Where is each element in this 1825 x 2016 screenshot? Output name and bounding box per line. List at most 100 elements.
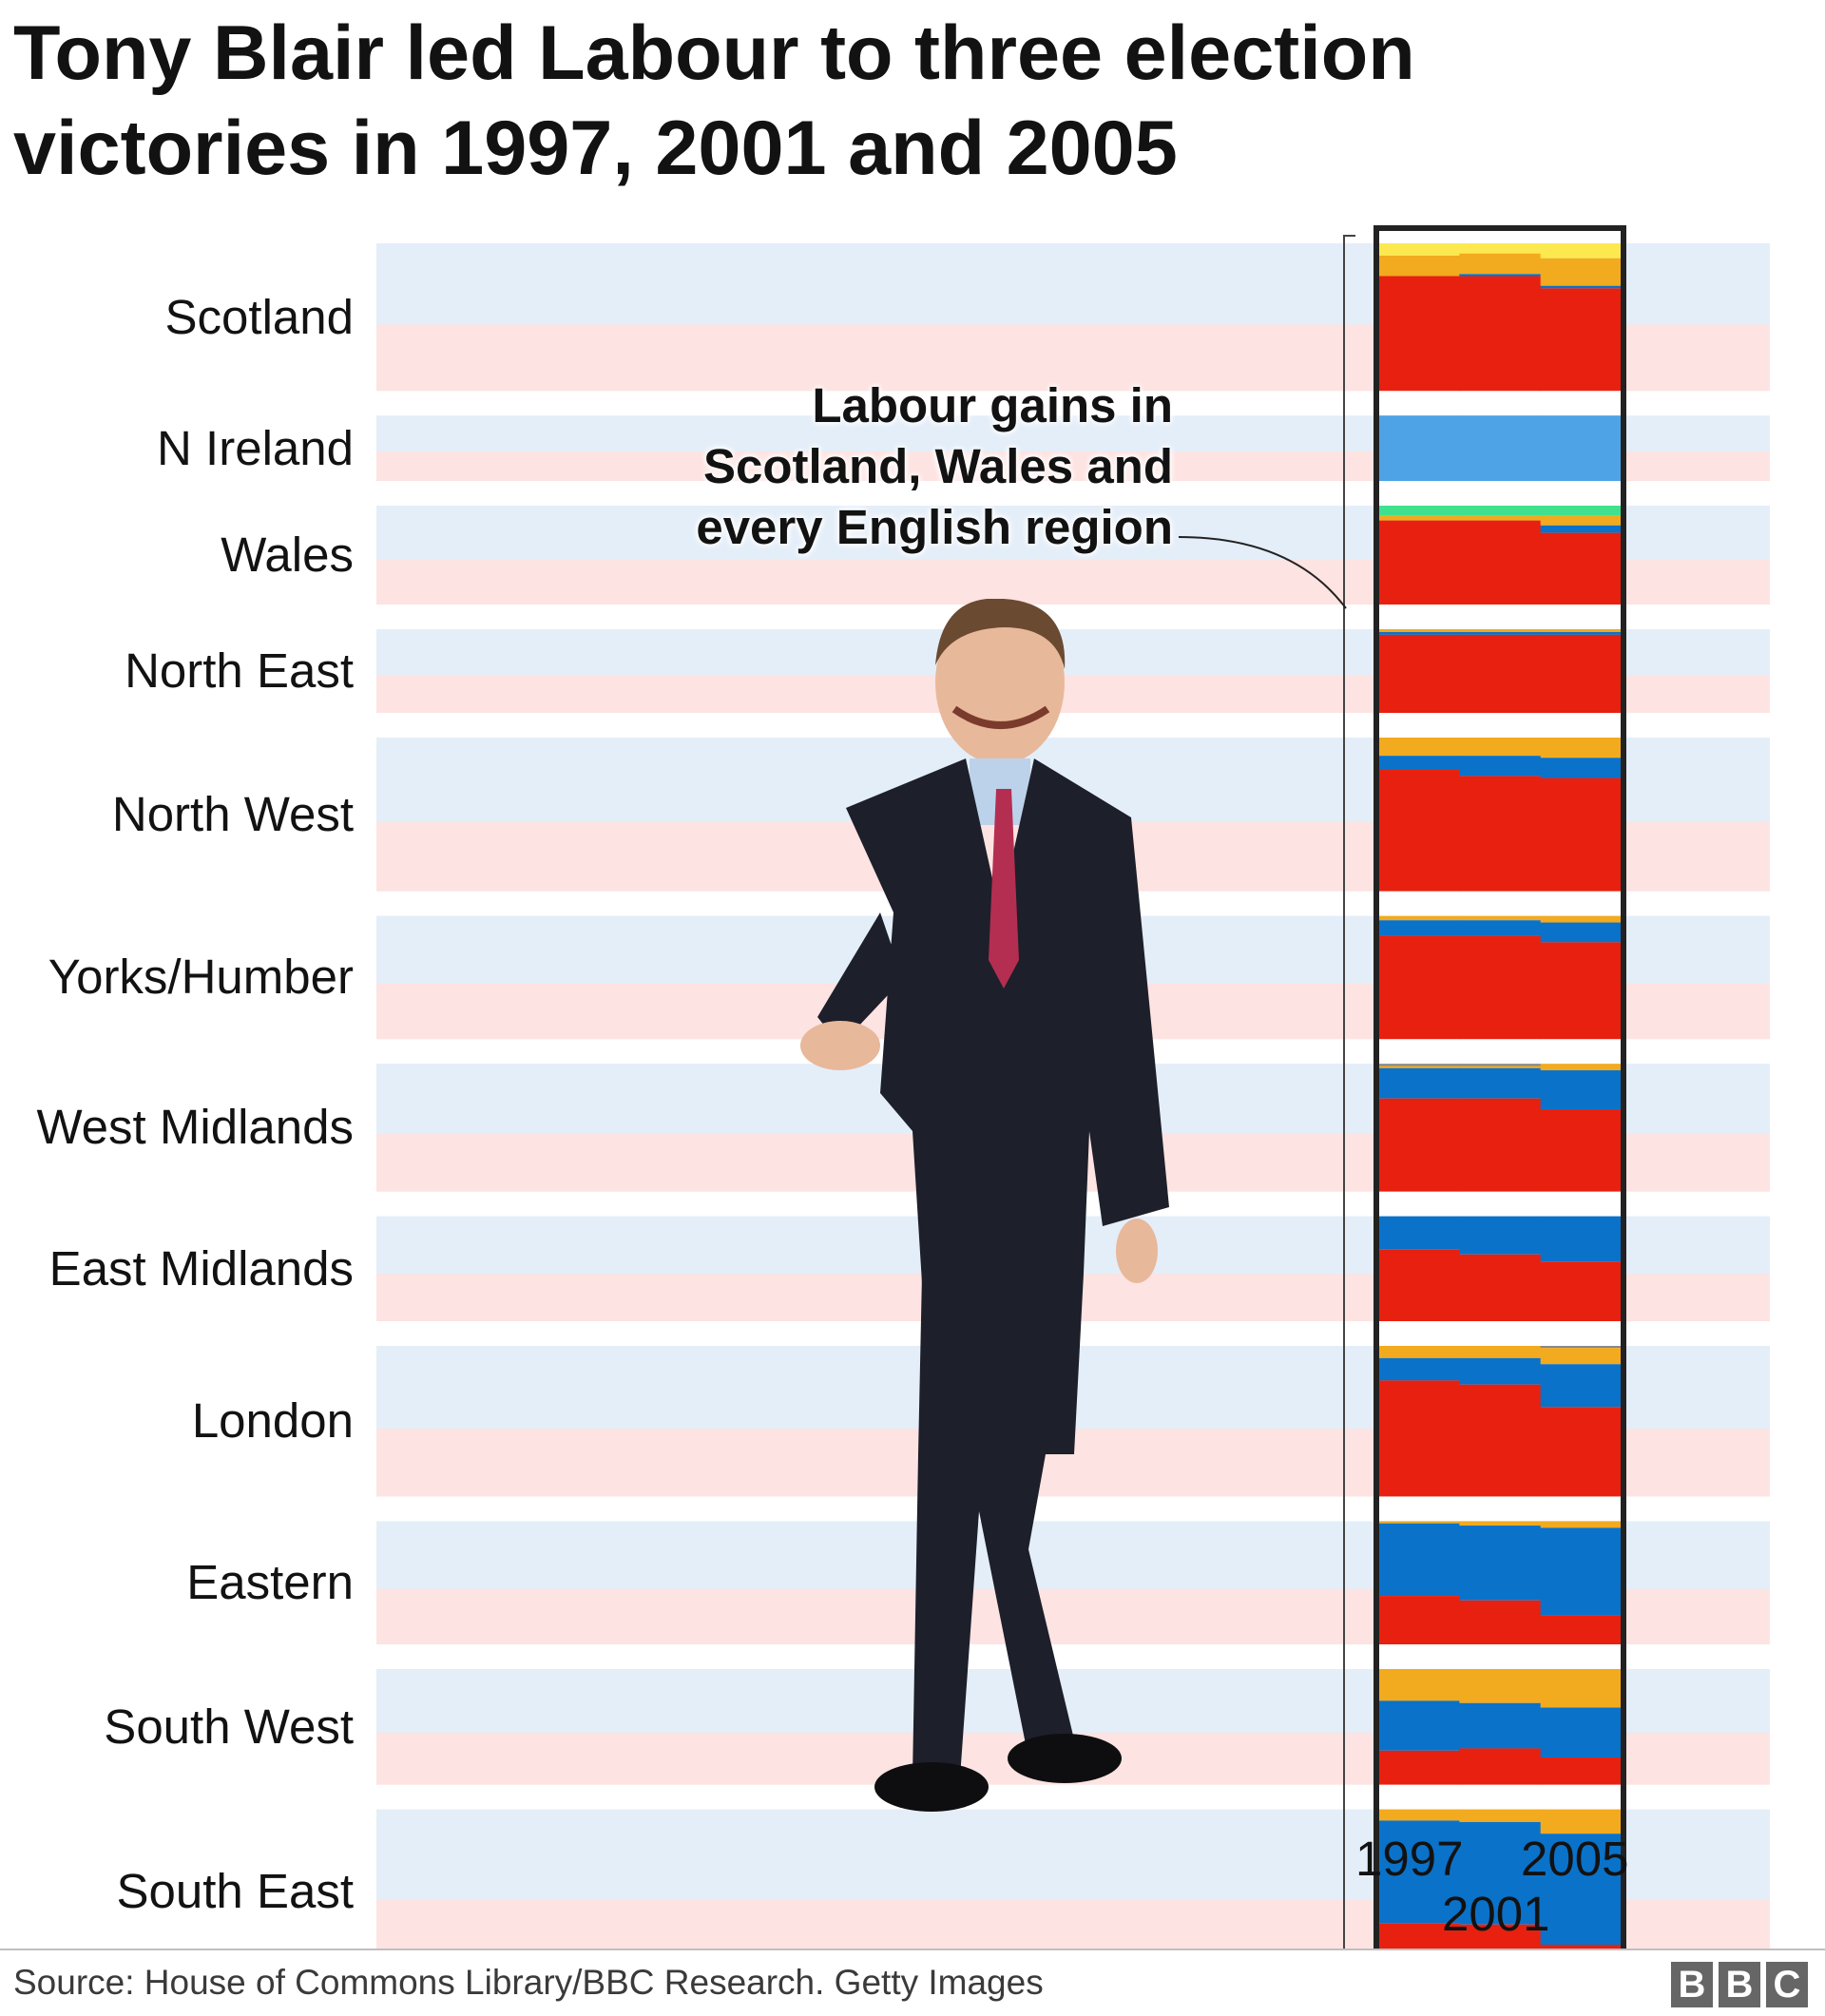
seg-south-east-2005-labour: [1540, 1945, 1623, 1949]
region-label-north-west: North West: [111, 786, 354, 841]
seg-north-west-2001-libdem: [1459, 738, 1542, 757]
seg-scotland-1997-libdem: [1378, 255, 1460, 277]
region-label-n-ireland: N Ireland: [157, 420, 354, 475]
seg-west-midlands-1997-other: [1378, 1064, 1460, 1066]
seg-north-east-1997-libdem: [1378, 629, 1460, 632]
seg-london-2001-conservative: [1459, 1357, 1542, 1385]
seg-east-midlands-2005-labour: [1540, 1261, 1623, 1321]
seg-south-west-2001-libdem: [1459, 1669, 1542, 1703]
tony-blair-photo: [800, 599, 1169, 1812]
seg-north-east-2005-labour: [1540, 634, 1623, 713]
seg-north-west-1997-labour: [1378, 770, 1460, 892]
seg-south-east-2005-conservative: [1540, 1834, 1623, 1945]
seg-south-east-1997-libdem: [1378, 1809, 1460, 1821]
seg-north-east-1997-labour: [1378, 634, 1460, 713]
seg-west-midlands-2005-labour: [1540, 1109, 1623, 1192]
seg-scotland-2001-labour: [1459, 276, 1542, 392]
seg-london-2001-libdem: [1459, 1346, 1542, 1358]
seg-north-west-2001-labour: [1459, 776, 1542, 892]
region-label-scotland: Scotland: [164, 289, 354, 344]
seg-west-midlands-1997-libdem: [1378, 1066, 1460, 1068]
region-label-east-midlands: East Midlands: [48, 1240, 354, 1296]
seg-east-midlands-2001-labour: [1459, 1254, 1542, 1321]
seg-n-ireland-1997-other: [1378, 415, 1460, 481]
bracket: [1343, 235, 1355, 1949]
annotation-leader-line: [1178, 536, 1347, 609]
seg-scotland-1997-labour: [1378, 276, 1460, 392]
seg-wales-2005-other: [1540, 506, 1623, 516]
seg-north-west-2001-conservative: [1459, 756, 1542, 777]
seg-eastern-1997-conservative: [1378, 1523, 1460, 1597]
seg-scotland-2005-libdem: [1540, 258, 1623, 286]
seg-south-west-1997-libdem: [1378, 1669, 1460, 1701]
blair-era-highlight: [1374, 225, 1626, 1949]
region-label-london: London: [191, 1393, 354, 1449]
seg-north-east-2005-libdem: [1540, 629, 1623, 632]
annotation-line-3: every English region: [696, 500, 1173, 554]
seg-eastern-2005-labour: [1540, 1615, 1623, 1644]
chart-title: Tony Blair led Labour to three election …: [13, 10, 1415, 191]
seg-eastern-1997-labour: [1378, 1596, 1460, 1644]
seg-yorks-humber-2005-libdem: [1540, 915, 1623, 923]
highlight-frame: [1374, 225, 1626, 1949]
seg-north-west-1997-libdem: [1378, 738, 1460, 757]
seg-london-2005-libdem: [1540, 1348, 1623, 1365]
seg-london-1997-labour: [1378, 1380, 1460, 1497]
seg-south-east-1997-labour: [1378, 1923, 1460, 1949]
seg-scotland-2005-conservative: [1540, 285, 1623, 289]
seg-wales-1997-labour: [1378, 520, 1460, 605]
seg-west-midlands-2001-other: [1459, 1064, 1542, 1066]
seg-south-west-2005-labour: [1540, 1757, 1623, 1785]
seg-wales-2001-labour: [1459, 520, 1542, 605]
seg-north-west-2005-libdem: [1540, 738, 1623, 758]
seg-london-2001-labour: [1459, 1384, 1542, 1497]
seg-scotland-2001-other: [1459, 243, 1542, 254]
seg-yorks-humber-1997-labour: [1378, 935, 1460, 1040]
x-tick-label-1997: 1997: [1355, 1832, 1464, 1886]
seg-north-east-2005-conservative: [1540, 631, 1623, 635]
seg-west-midlands-1997-labour: [1378, 1098, 1460, 1192]
seg-south-west-2005-libdem: [1540, 1669, 1623, 1708]
seg-south-east-2005-libdem: [1540, 1809, 1623, 1834]
seg-wales-2005-libdem: [1540, 515, 1623, 526]
seg-n-ireland-2005-other: [1540, 415, 1623, 481]
seg-scotland-1997-other: [1378, 243, 1460, 256]
annotation-leader: [1178, 235, 1355, 1949]
annotation-text: Labour gains in Scotland, Wales and ever…: [565, 375, 1173, 558]
seg-south-west-1997-labour: [1378, 1750, 1460, 1785]
seg-london-2005-conservative: [1540, 1364, 1623, 1408]
seg-eastern-2005-conservative: [1540, 1527, 1623, 1616]
seg-south-west-2005-conservative: [1540, 1707, 1623, 1757]
region-label-eastern: Eastern: [186, 1555, 354, 1610]
seg-scotland-2001-conservative: [1459, 274, 1542, 277]
region-label-south-west: South West: [104, 1699, 354, 1754]
seg-north-east-2001-libdem: [1459, 629, 1542, 632]
seg-eastern-2005-libdem: [1540, 1521, 1623, 1528]
seg-yorks-humber-2005-labour: [1540, 942, 1623, 1040]
seg-north-east-2001-labour: [1459, 634, 1542, 713]
seg-south-east-2001-libdem: [1459, 1809, 1542, 1822]
seg-wales-2005-conservative: [1540, 525, 1623, 533]
annotation-line-2: Scotland, Wales and: [702, 439, 1173, 493]
seg-west-midlands-2005-conservative: [1540, 1070, 1623, 1110]
seg-eastern-2001-libdem: [1459, 1521, 1542, 1526]
seg-east-midlands-2001-conservative: [1459, 1216, 1542, 1255]
bbc-logo-letter-2: B: [1719, 1962, 1760, 2007]
seg-wales-1997-other: [1378, 506, 1460, 516]
seg-yorks-humber-2001-labour: [1459, 935, 1542, 1040]
seg-south-west-1997-conservative: [1378, 1700, 1460, 1751]
seg-west-midlands-2001-labour: [1459, 1098, 1542, 1192]
seg-east-midlands-1997-conservative: [1378, 1216, 1460, 1250]
seg-north-west-2005-conservative: [1540, 758, 1623, 778]
seg-north-west-1997-conservative: [1378, 756, 1460, 771]
seg-wales-2005-labour: [1540, 532, 1623, 605]
seg-scotland-2001-libdem: [1459, 253, 1542, 275]
seg-eastern-2001-conservative: [1459, 1526, 1542, 1601]
seg-south-east-2001-labour: [1459, 1924, 1542, 1949]
seg-west-midlands-2005-libdem: [1540, 1064, 1623, 1071]
x-tick-label-2001: 2001: [1442, 1887, 1550, 1941]
bbc-logo-letter-3: C: [1766, 1962, 1808, 2007]
seg-west-midlands-1997-conservative: [1378, 1067, 1460, 1099]
seg-london-2005-other: [1540, 1346, 1623, 1349]
seg-london-2005-labour: [1540, 1407, 1623, 1497]
